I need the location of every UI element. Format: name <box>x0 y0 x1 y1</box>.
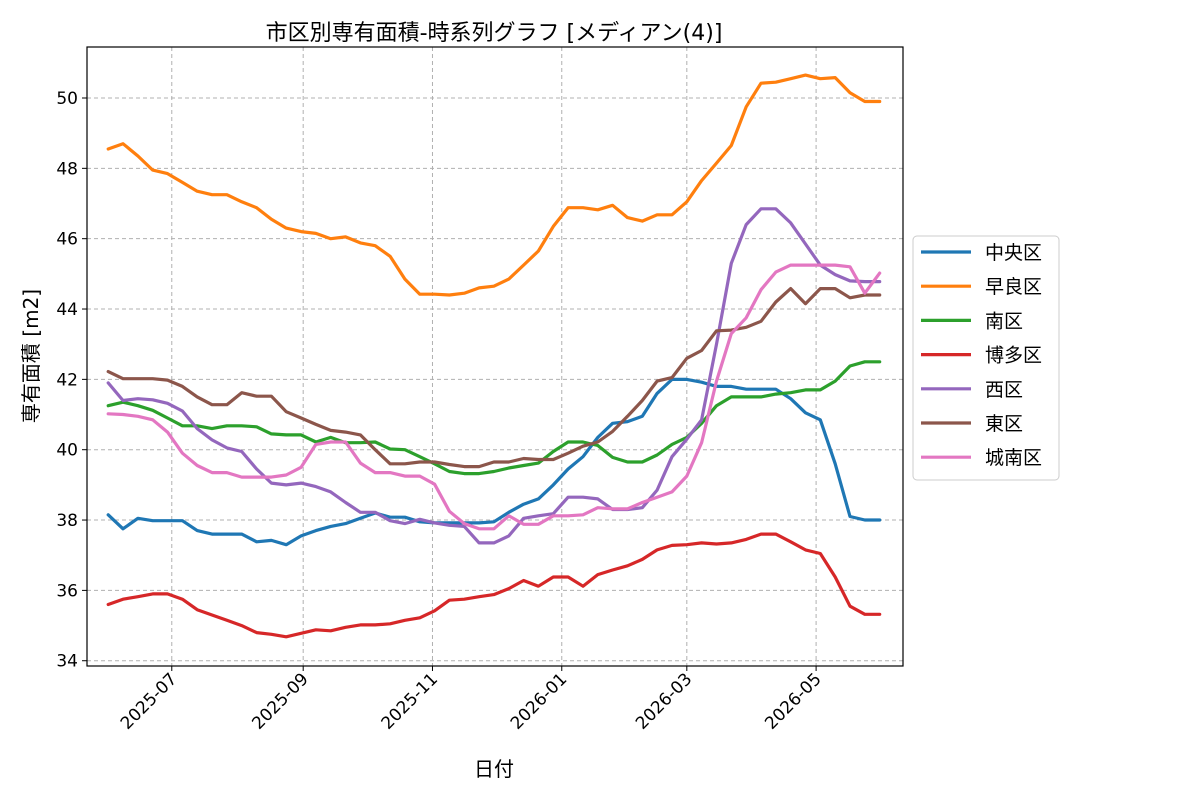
x-tick-label: 2025-11 <box>378 669 442 733</box>
legend-label: 博多区 <box>985 345 1042 367</box>
x-axis: 2025-07 2025-09 2025-11 2026-01 2026-03 2026-… <box>117 666 826 734</box>
x-tick-label: 2026-03 <box>632 669 696 733</box>
y-tick-label: 34 <box>56 652 78 672</box>
series-line <box>106 263 882 531</box>
plot-area-frame <box>86 46 904 667</box>
y-tick-label: 48 <box>56 159 78 179</box>
y-tick-label: 40 <box>56 441 78 461</box>
x-tick-label: 2025-09 <box>248 669 312 733</box>
legend-label: 南区 <box>985 310 1023 332</box>
legend-label: 城南区 <box>985 447 1042 469</box>
series-lines <box>106 73 882 639</box>
y-tick-label: 42 <box>56 370 78 390</box>
y-tick-label: 36 <box>56 581 78 601</box>
series-line <box>106 360 882 476</box>
x-axis-title: 日付 <box>474 757 514 781</box>
chart-title: 市区別専有面積-時系列グラフ [メディアン(4)] <box>266 21 723 46</box>
y-tick-label: 38 <box>56 511 78 531</box>
series-line <box>106 73 882 297</box>
y-tick-label: 50 <box>56 89 78 109</box>
series-line <box>106 377 882 547</box>
legend-label: 東区 <box>985 413 1023 435</box>
series-line <box>106 532 882 639</box>
y-axis-title: 専有面積 [m2] <box>19 289 43 423</box>
y-axis: 34 36 38 40 42 44 46 48 50 <box>56 89 87 672</box>
legend-label: 西区 <box>985 379 1023 401</box>
series-line <box>106 287 882 469</box>
x-tick-label: 2025-07 <box>117 669 181 733</box>
y-tick-label: 46 <box>56 230 78 250</box>
x-tick-label: 2026-01 <box>507 669 571 733</box>
y-tick-label: 44 <box>56 300 78 320</box>
series-line <box>106 207 882 545</box>
legend-box <box>912 235 1060 481</box>
grid <box>87 47 903 666</box>
legend-label: 早良区 <box>985 276 1042 298</box>
legend-label: 中央区 <box>985 242 1042 264</box>
x-tick-label: 2026-05 <box>761 669 825 733</box>
